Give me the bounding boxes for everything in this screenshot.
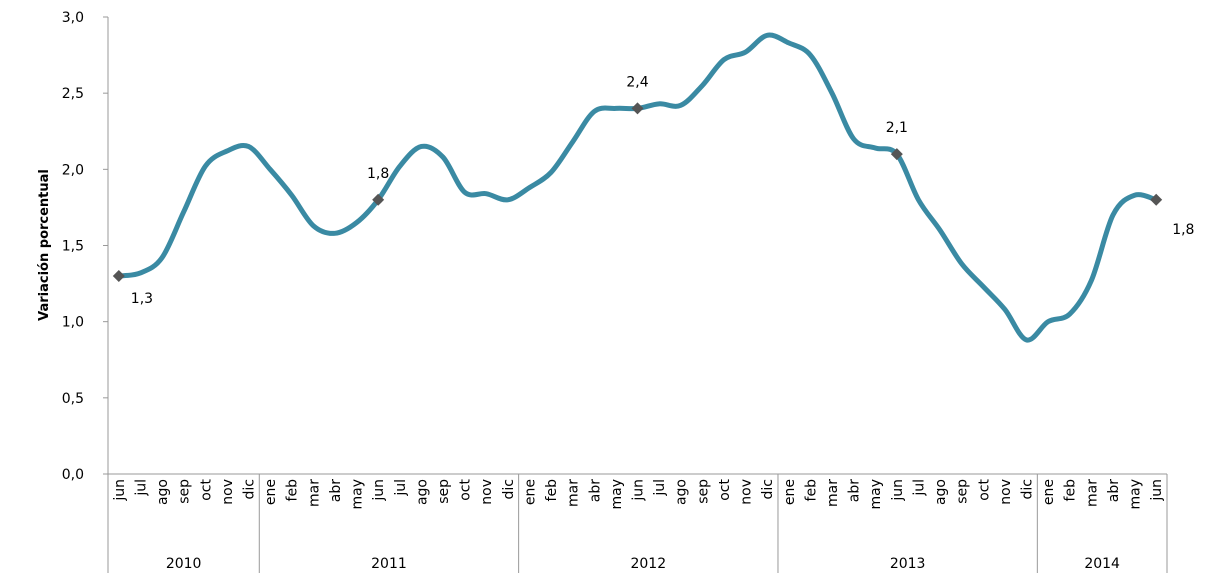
- group-label: 2012: [630, 556, 666, 572]
- y-tick-label: 1,0: [62, 315, 84, 331]
- x-tick-label: ene: [522, 479, 538, 505]
- x-tick-label: sep: [436, 479, 452, 504]
- x-tick-label: jul: [911, 479, 927, 497]
- x-tick-label: ene: [263, 479, 279, 505]
- x-tick-label: ene: [782, 479, 798, 505]
- x-tick-label: feb: [803, 479, 819, 502]
- y-tick-label: 1,5: [62, 239, 84, 255]
- x-tick-label: jun: [112, 479, 128, 502]
- x-tick-label: oct: [458, 479, 474, 501]
- x-tick-label: sep: [695, 479, 711, 504]
- group-label: 2010: [166, 556, 202, 572]
- y-axis-label: Variación porcentual: [37, 169, 52, 321]
- data-label: 1,8: [367, 166, 389, 182]
- x-tick-label: nov: [220, 479, 236, 505]
- x-tick-label: ago: [674, 479, 690, 505]
- y-tick-label: 0,5: [62, 391, 84, 407]
- marker: [631, 102, 644, 115]
- y-tick-label: 2,5: [62, 86, 84, 102]
- x-tick-label: jul: [133, 479, 149, 497]
- x-tick-label: sep: [177, 479, 193, 504]
- x-tick-label: nov: [479, 479, 495, 505]
- x-tick-label: ago: [933, 479, 949, 505]
- x-tick-label: jul: [393, 479, 409, 497]
- marker: [1150, 193, 1163, 206]
- x-tick-label: feb: [1063, 479, 1079, 502]
- x-tick-label: mar: [566, 479, 582, 507]
- group-label: 2013: [890, 556, 926, 572]
- data-label: 2,4: [626, 74, 648, 90]
- group-label: 2014: [1084, 556, 1120, 572]
- x-tick-label: mar: [1084, 479, 1100, 507]
- x-tick-label: mar: [306, 479, 322, 507]
- x-tick-label: mar: [825, 479, 841, 507]
- x-tick-label: jul: [652, 479, 668, 497]
- x-tick-label: jun: [890, 479, 906, 502]
- x-tick-label: oct: [198, 479, 214, 501]
- x-tick-label: oct: [976, 479, 992, 501]
- x-tick-label: ago: [414, 479, 430, 505]
- x-tick-label: dic: [501, 479, 517, 499]
- x-tick-label: feb: [544, 479, 560, 502]
- x-tick-label: dic: [241, 479, 257, 499]
- x-tick-label: abr: [1106, 479, 1122, 502]
- x-tick-label: may: [350, 479, 366, 510]
- marker: [890, 148, 903, 161]
- x-tick-label: jun: [1149, 479, 1165, 502]
- x-tick-label: may: [609, 479, 625, 510]
- x-tick-label: ene: [1041, 479, 1057, 505]
- x-tick-label: dic: [760, 479, 776, 499]
- data-label: 1,8: [1172, 222, 1194, 238]
- x-tick-label: jun: [371, 479, 387, 502]
- x-tick-label: jun: [631, 479, 647, 502]
- data-label: 1,3: [131, 291, 153, 307]
- x-tick-label: oct: [717, 479, 733, 501]
- x-tick-label: may: [1128, 479, 1144, 510]
- x-tick-label: nov: [739, 479, 755, 505]
- data-label: 2,1: [886, 120, 908, 136]
- x-tick-label: dic: [1020, 479, 1036, 499]
- y-tick-label: 0,0: [62, 467, 84, 483]
- x-tick-label: sep: [955, 479, 971, 504]
- x-tick-label: feb: [285, 479, 301, 502]
- marker: [372, 193, 385, 206]
- marker: [112, 269, 125, 282]
- group-label: 2011: [371, 556, 407, 572]
- y-tick-label: 3,0: [62, 10, 84, 26]
- x-tick-label: abr: [587, 479, 603, 502]
- x-tick-label: abr: [847, 479, 863, 502]
- x-tick-label: abr: [328, 479, 344, 502]
- x-tick-label: nov: [998, 479, 1014, 505]
- x-tick-label: ago: [155, 479, 171, 505]
- y-tick-label: 2,0: [62, 162, 84, 178]
- x-tick-label: may: [868, 479, 884, 510]
